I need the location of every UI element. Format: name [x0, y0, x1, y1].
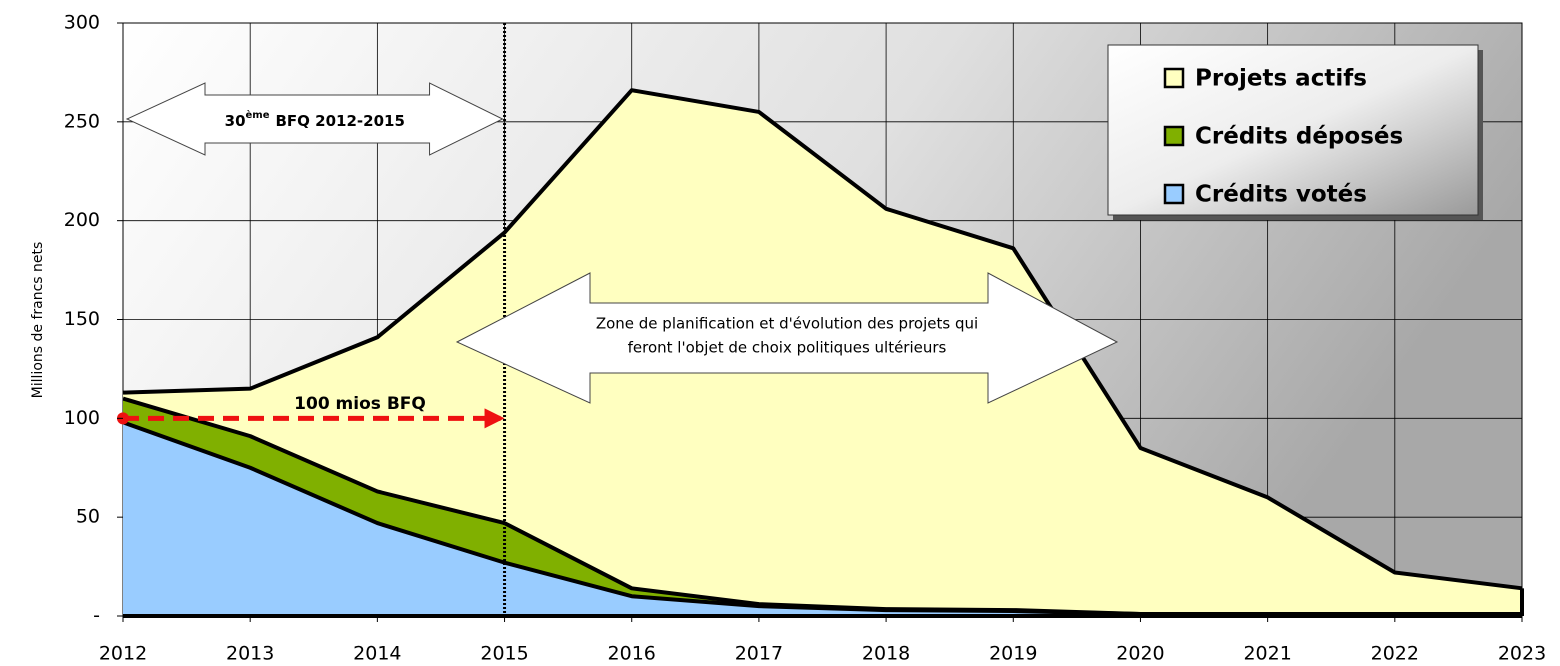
- x-tick-label: 2017: [735, 643, 783, 665]
- x-tick-label: 2022: [1371, 643, 1419, 665]
- zone-arrow: [455, 272, 1119, 404]
- legend-label: Crédits votés: [1195, 182, 1367, 208]
- area-line: [122, 88, 1523, 591]
- y-tick-label: -: [93, 605, 100, 627]
- y-tick-label: 200: [64, 209, 100, 231]
- x-tick-label: 2018: [862, 643, 910, 665]
- x-tick-label: 2019: [989, 643, 1037, 665]
- legend-swatch: [1163, 67, 1185, 89]
- y-tick-label: 150: [64, 308, 100, 330]
- x-tick-label: 2016: [608, 643, 656, 665]
- x-tick-label: 2014: [353, 643, 401, 665]
- bfq-label: 100 mios BFQ: [294, 394, 426, 414]
- x-tick-label: 2015: [480, 643, 528, 665]
- x-tick-label: 2021: [1243, 643, 1291, 665]
- y-tick-label: 300: [64, 12, 100, 34]
- y-tick-label: 100: [64, 407, 100, 429]
- period-label-part: BFQ 2012-2015: [276, 112, 405, 130]
- legend-label: Crédits déposés: [1195, 124, 1403, 150]
- area-fill: [123, 422, 1522, 616]
- x-tick-label: 2023: [1498, 643, 1546, 665]
- x-tick-label: 2020: [1116, 643, 1164, 665]
- legend-label: Projets actifs: [1195, 66, 1367, 92]
- zone-label: Zone de planification et d'évolution des…: [596, 315, 978, 333]
- legend-swatch: [1163, 125, 1185, 147]
- zone-label: feront l'objet de choix politiques ultér…: [628, 339, 947, 357]
- y-axis-label: Millions de francs nets: [30, 242, 46, 399]
- y-tick-label: 250: [64, 110, 100, 132]
- period-label-part: 30: [225, 112, 246, 130]
- x-tick-label: 2012: [99, 643, 147, 665]
- period-label-part: ème: [246, 109, 270, 121]
- x-tick-label: 2013: [226, 643, 274, 665]
- y-tick-label: 50: [76, 506, 100, 528]
- legend-swatch: [1163, 183, 1185, 205]
- period-label: 30ème BFQ 2012-2015: [225, 109, 405, 130]
- period-arrow: [125, 82, 504, 156]
